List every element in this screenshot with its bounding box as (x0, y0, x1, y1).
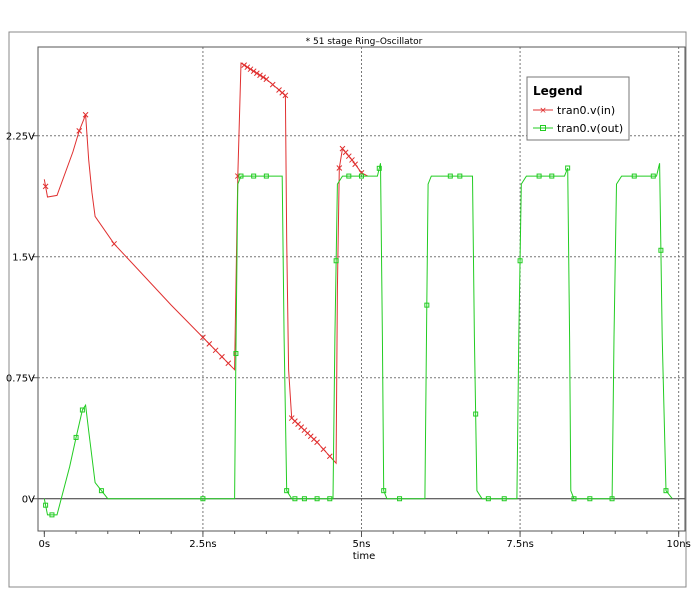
x-tick-label: 10ns (667, 539, 691, 550)
data-point-marker (359, 173, 364, 179)
data-point-marker (457, 173, 463, 179)
data-point-marker (49, 512, 55, 518)
data-point-marker (251, 173, 257, 179)
data-point-marker (244, 64, 251, 71)
data-point-marker (250, 68, 257, 75)
data-point-marker (501, 496, 507, 502)
data-point-marker (587, 496, 593, 502)
data-point-marker (333, 258, 339, 264)
data-point-marker (473, 411, 479, 417)
data-point-marker (609, 496, 615, 502)
data-point-marker (658, 247, 664, 253)
data-point-marker (253, 70, 260, 77)
y-tick-label: 2.25V (6, 132, 35, 143)
data-point-marker (349, 157, 355, 163)
data-point-marker (631, 173, 637, 179)
data-point-marker (98, 488, 104, 494)
y-tick-label: 0.75V (6, 374, 35, 385)
data-point-marker (284, 488, 290, 494)
data-point-marker (565, 165, 571, 171)
data-point-marker (424, 302, 430, 308)
data-point-marker (663, 488, 669, 494)
figure-frame (8, 31, 687, 588)
data-point-marker (485, 496, 491, 502)
data-point-marker (447, 173, 453, 179)
legend-label-out: tran0.v(out) (557, 122, 623, 135)
data-point-marker (260, 74, 267, 81)
data-point-marker (200, 496, 206, 502)
y-tick-label: 1.5V (12, 253, 35, 264)
data-point-marker (269, 81, 276, 88)
x-tick-label: 2.5ns (189, 539, 216, 550)
data-point-marker (346, 173, 352, 179)
data-point-marker (549, 173, 555, 179)
legend-marker-out (540, 125, 546, 131)
data-point-marker (397, 496, 403, 502)
data-point-marker (73, 434, 79, 440)
data-point-marker (212, 347, 219, 354)
x-tick-label: 7.5ns (506, 539, 533, 550)
data-point-marker (247, 66, 254, 73)
series-line (43, 163, 673, 516)
y-tick-label: 0V (22, 495, 35, 506)
data-point-marker (292, 496, 298, 502)
series-in (42, 62, 369, 465)
data-point-marker (200, 334, 206, 341)
series-out (43, 163, 673, 518)
data-point-marker (82, 111, 89, 118)
data-point-marker (263, 76, 270, 83)
x-tick-label: 0s (39, 539, 51, 550)
data-point-marker (233, 351, 239, 357)
legend-box (526, 76, 630, 141)
data-point-marker (301, 496, 307, 502)
data-point-marker (326, 453, 333, 460)
legend-label-in: tran0.v(in) (557, 104, 615, 117)
chart-title: * 51 stage Ring–Oscillator (306, 37, 423, 47)
legend: Legend × tran0.v(in) tran0.v(out) (526, 76, 630, 141)
legend-marker-in: × (539, 106, 547, 116)
data-point-marker (219, 353, 225, 360)
data-point-marker (352, 161, 359, 168)
data-point-marker (263, 173, 269, 179)
data-point-marker (376, 165, 382, 171)
data-point-marker (381, 488, 387, 494)
data-point-marker (79, 407, 85, 413)
series-layer (42, 62, 673, 518)
data-point-marker (43, 502, 49, 508)
data-point-marker (282, 92, 289, 99)
data-point-marker (314, 496, 320, 502)
axis-layer: 0s 2.5ns 5ns 7.5ns 10ns 0V 0.75V 1.5V 2.25V (6, 132, 691, 550)
legend-title: Legend (533, 84, 583, 98)
data-point-marker (42, 183, 49, 190)
data-point-marker (327, 496, 333, 502)
data-point-marker (257, 72, 263, 79)
data-point-marker (241, 62, 248, 69)
data-point-marker (336, 165, 343, 171)
data-point-marker (206, 340, 213, 347)
data-point-marker (650, 173, 656, 179)
data-point-marker (76, 128, 83, 134)
data-point-marker (320, 446, 327, 453)
data-point-marker (111, 240, 117, 247)
data-point-marker (517, 258, 523, 264)
data-point-marker (238, 173, 244, 179)
data-point-marker (536, 173, 542, 179)
data-point-marker (225, 360, 232, 367)
data-point-marker (314, 439, 320, 446)
data-point-marker (571, 496, 577, 502)
x-axis-label: time (353, 551, 376, 562)
x-tick-label: 5ns (353, 539, 371, 550)
